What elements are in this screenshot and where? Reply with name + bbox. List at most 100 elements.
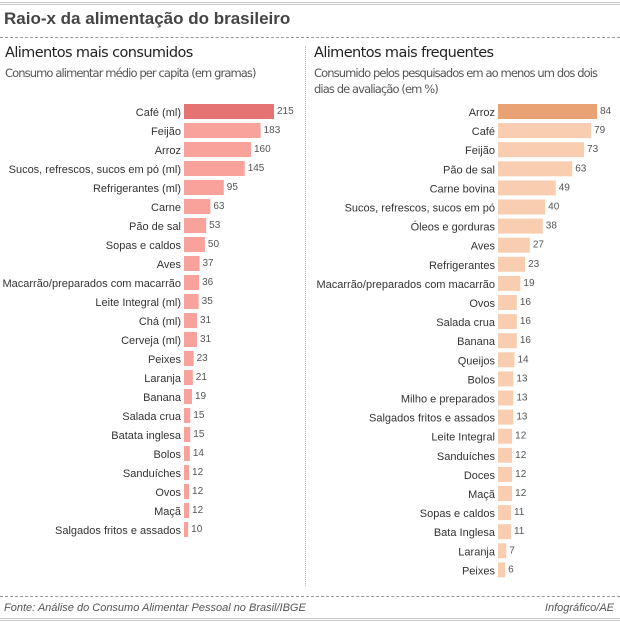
left-category-label: Maçã (154, 506, 182, 518)
right-category-label: Sopas e caldos (420, 508, 496, 520)
left-bar (184, 313, 197, 328)
left-bar (184, 408, 191, 423)
left-bar (184, 180, 224, 195)
left-bar (184, 237, 205, 252)
right-bar (498, 275, 521, 291)
right-bar (498, 237, 530, 253)
right-value-label: 13 (516, 373, 528, 384)
left-bar (184, 332, 197, 347)
left-bar (184, 218, 207, 233)
left-value-label: 21 (196, 372, 208, 383)
page-title: Raio-x da alimentação do brasileiro (4, 9, 291, 28)
footer-divider (0, 596, 620, 597)
right-category-label: Sucos, refrescos, sucos em pó (345, 203, 495, 215)
left-value-label: 183 (264, 125, 281, 136)
right-value-label: 12 (515, 488, 527, 499)
right-bar (498, 180, 556, 196)
left-panel-title: Alimentos mais consumidos (5, 45, 193, 61)
right-bar (498, 123, 592, 139)
left-bar (184, 522, 189, 537)
left-value-label: 145 (248, 163, 265, 174)
left-category-label: Bolos (153, 449, 181, 461)
left-category-label: Sanduíches (123, 468, 182, 480)
right-bar (498, 333, 517, 349)
left-category-label: Banana (143, 392, 182, 404)
left-category-label: Sopas e caldos (106, 240, 182, 252)
left-bar (184, 389, 192, 404)
right-bar (498, 466, 513, 482)
left-bar (184, 484, 190, 499)
right-category-label: Doces (464, 470, 496, 482)
left-value-label: 12 (192, 486, 204, 497)
left-bar (184, 275, 200, 290)
right-value-label: 49 (559, 182, 571, 193)
right-value-label: 73 (587, 144, 599, 155)
left-category-label: Ovos (155, 487, 181, 499)
column-divider (305, 46, 306, 586)
left-category-label: Aves (157, 259, 182, 271)
right-value-label: 11 (514, 526, 525, 537)
right-bar (498, 295, 517, 310)
left-category-label: Carne (151, 202, 181, 214)
header-divider (0, 37, 620, 38)
right-category-label: Leite Integral (431, 432, 495, 444)
right-bar (498, 505, 511, 521)
right-bar (498, 199, 546, 215)
left-value-label: 160 (254, 144, 271, 155)
right-value-label: 11 (514, 507, 525, 518)
left-bar (184, 104, 274, 119)
right-bar (498, 447, 513, 463)
right-value-label: 13 (516, 393, 528, 404)
right-category-label: Peixes (462, 565, 496, 577)
right-bar (498, 104, 597, 119)
right-panel-subtitle: Consumido pelos pesquisados em ao menos … (314, 66, 598, 96)
left-bar (184, 351, 194, 366)
right-bar (498, 218, 543, 234)
right-value-label: 40 (548, 202, 560, 213)
right-bar (498, 486, 513, 501)
right-category-label: Ovos (469, 298, 495, 310)
left-category-label: Salgados fritos e assados (55, 525, 181, 537)
left-category-label: Feijão (151, 126, 181, 138)
right-category-label: Maçã (468, 489, 496, 501)
right-bar (498, 390, 514, 406)
right-category-label: Arroz (469, 107, 495, 119)
left-category-label: Pão de sal (129, 221, 181, 233)
left-value-label: 215 (277, 106, 294, 117)
left-category-label: Sucos, refrescos, sucos em pó (ml) (9, 164, 181, 176)
right-value-label: 14 (518, 354, 530, 365)
left-value-label: 15 (193, 410, 205, 421)
left-value-label: 19 (195, 391, 207, 402)
right-bar (498, 409, 514, 425)
left-value-label: 10 (191, 524, 203, 535)
right-value-label: 12 (515, 469, 527, 480)
right-category-label: Pão de sal (443, 164, 495, 176)
right-category-label: Queijos (458, 355, 496, 367)
right-value-label: 16 (520, 316, 532, 327)
left-bar (184, 465, 190, 480)
right-category-label: Sanduíches (437, 451, 496, 463)
right-value-label: 6 (508, 564, 514, 575)
right-panel-title: Alimentos mais frequentes (314, 45, 494, 61)
right-value-label: 13 (516, 412, 528, 423)
left-value-label: 15 (193, 429, 205, 440)
left-bar (184, 256, 200, 271)
right-category-label: Macarrão/preparados com macarrão (316, 279, 495, 291)
right-category-label: Feijão (465, 145, 495, 157)
right-bar (498, 562, 506, 578)
left-category-label: Café (ml) (136, 107, 181, 119)
right-value-label: 16 (520, 335, 532, 346)
right-bar (498, 543, 507, 559)
left-bar (184, 446, 190, 461)
right-value-label: 16 (520, 297, 532, 308)
bottom-rule (0, 618, 620, 621)
left-value-label: 31 (200, 315, 212, 326)
left-category-label: Chá (ml) (139, 316, 181, 328)
left-value-label: 50 (208, 239, 220, 250)
left-bar (184, 142, 251, 157)
right-category-label: Óleos e gorduras (411, 221, 496, 234)
left-category-label: Batata inglesa (111, 430, 182, 442)
left-bar (184, 503, 190, 518)
left-value-label: 63 (213, 201, 225, 212)
